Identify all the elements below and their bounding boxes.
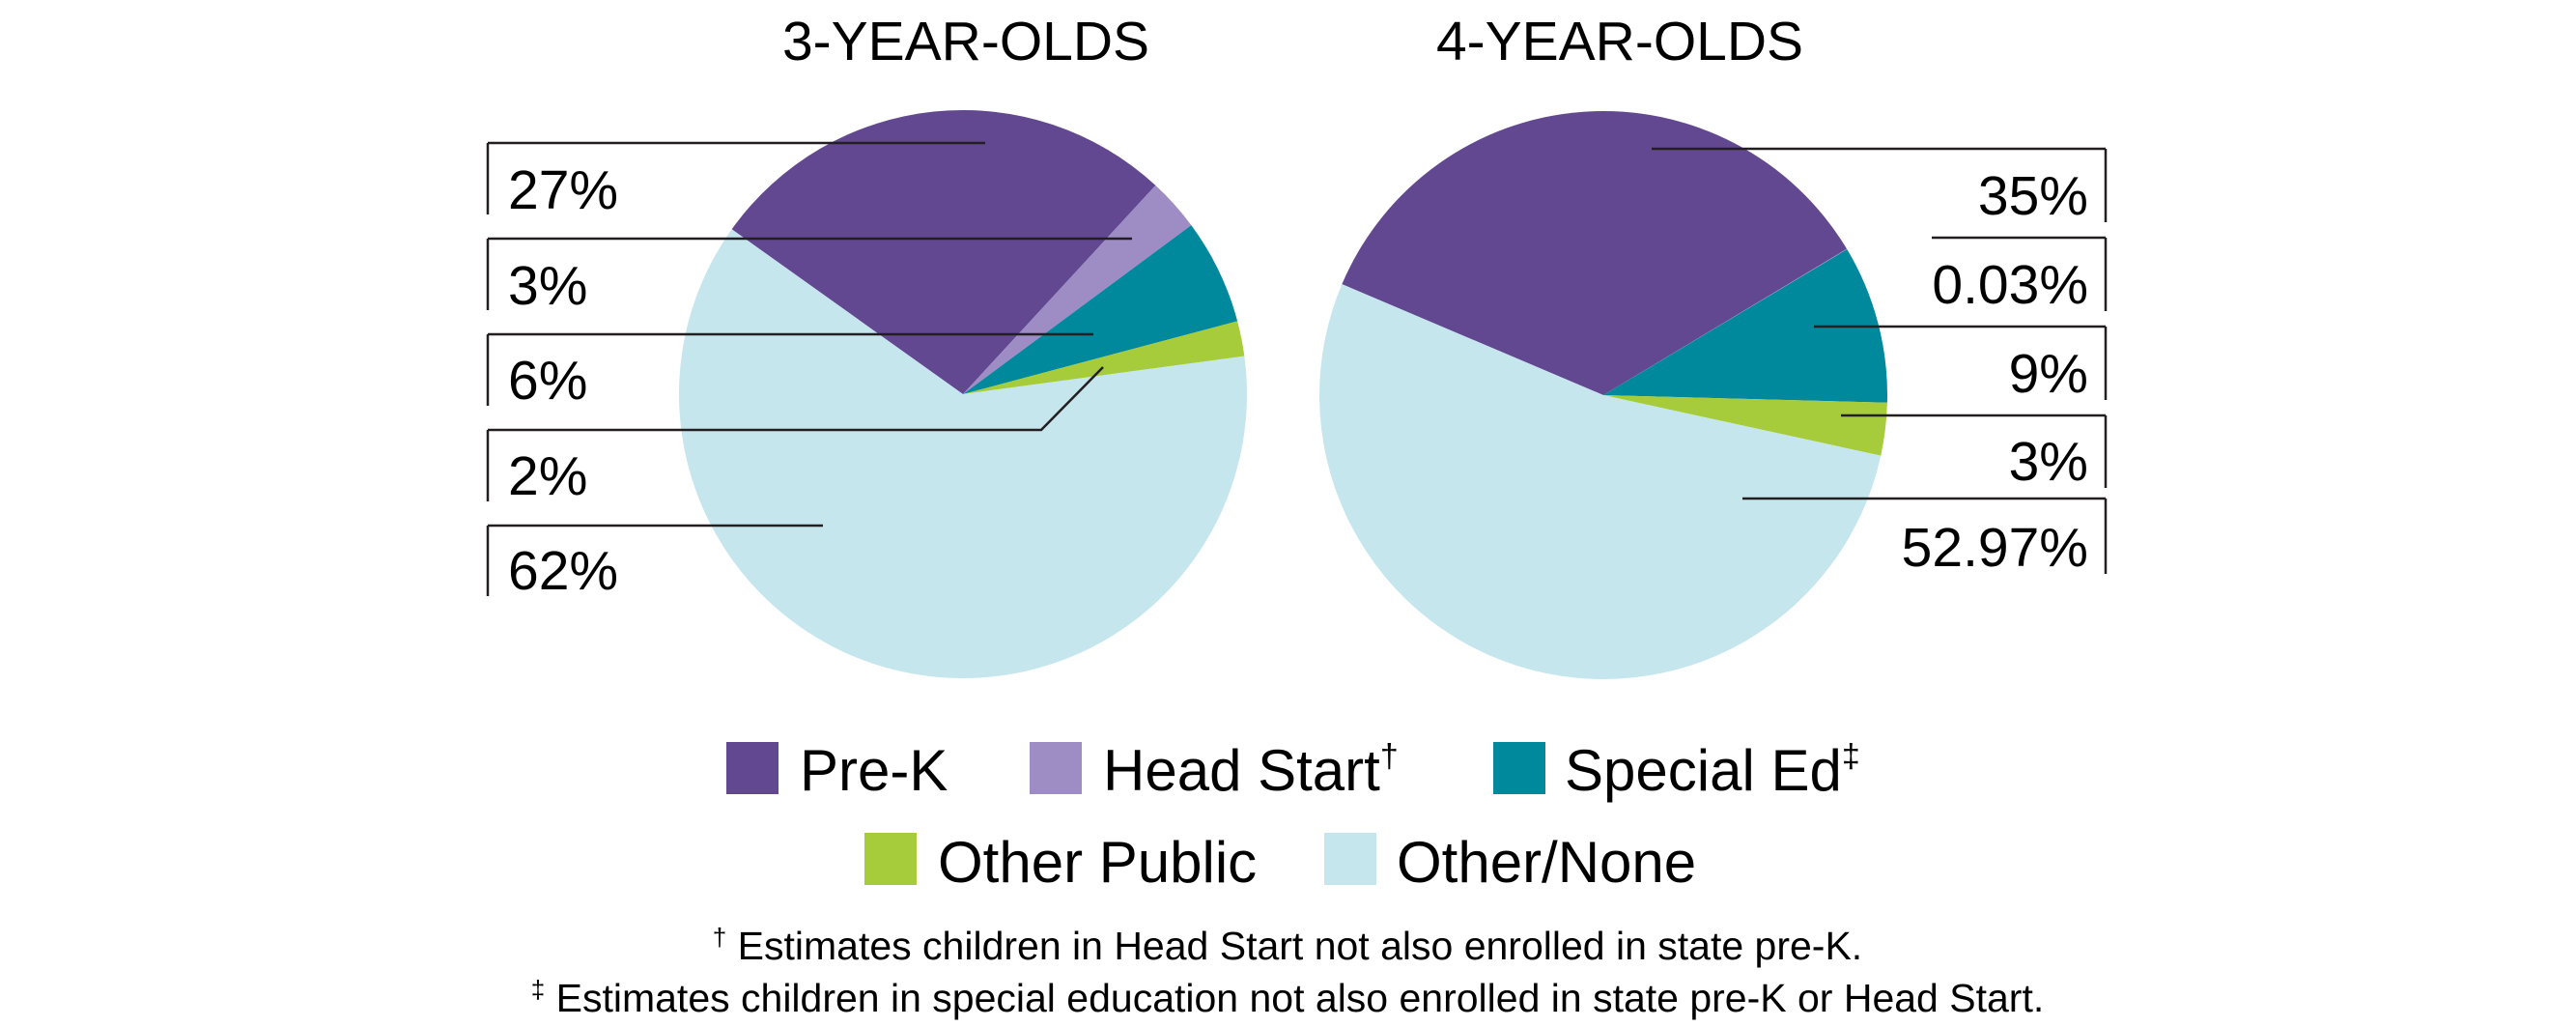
slice-3yo-other-none bbox=[678, 229, 1248, 678]
chart-title-4-year-olds: 4-YEAR-OLDS bbox=[1436, 11, 1803, 72]
label-4yo-special-ed: 9% bbox=[2009, 343, 2088, 405]
label-3yo-special-ed: 6% bbox=[508, 350, 587, 412]
slice-4yo-head-start bbox=[1603, 248, 1848, 395]
legend-label-special-ed: Special Ed‡ bbox=[1565, 738, 1860, 803]
legend-label-other-public: Other Public bbox=[938, 830, 1257, 895]
slice-4yo-other-none bbox=[1318, 284, 1882, 680]
leader-line bbox=[488, 366, 1104, 432]
legend-swatch-other-none bbox=[1324, 833, 1376, 885]
slice-3yo-other-public bbox=[963, 321, 1245, 394]
label-3yo-other-public: 2% bbox=[508, 445, 587, 507]
slice-3yo-special-ed bbox=[963, 225, 1238, 394]
legend-swatch-head-start bbox=[1030, 742, 1082, 794]
footnote-special-ed: ‡ Estimates children in special educatio… bbox=[531, 975, 2044, 1020]
label-4yo-pre-k: 35% bbox=[1978, 165, 2088, 227]
slice-3yo-head-start bbox=[963, 185, 1192, 394]
pie-4-year-olds bbox=[1318, 111, 1887, 680]
legend-swatch-special-ed bbox=[1493, 742, 1545, 794]
label-4yo-other-public: 3% bbox=[2009, 431, 2088, 493]
legend-label-head-start: Head Start† bbox=[1103, 738, 1399, 803]
legend-label-other-none: Other/None bbox=[1397, 830, 1696, 895]
chart-title-3-year-olds: 3-YEAR-OLDS bbox=[782, 11, 1149, 72]
label-3yo-pre-k: 27% bbox=[508, 159, 618, 221]
slice-4yo-pre-k bbox=[1342, 111, 1848, 395]
label-3yo-other-none: 62% bbox=[508, 540, 618, 602]
pie-3-year-olds bbox=[678, 110, 1248, 678]
label-4yo-head-start: 0.03% bbox=[1932, 254, 2088, 316]
label-leaders bbox=[486, 141, 2108, 596]
footnote-head-start: † Estimates children in Head Start not a… bbox=[713, 923, 1862, 968]
label-4yo-other-none: 52.97% bbox=[1902, 517, 2088, 579]
slice-4yo-other-public bbox=[1603, 395, 1887, 456]
label-3yo-head-start: 3% bbox=[508, 255, 587, 317]
legend-swatch-pre-k bbox=[726, 742, 778, 794]
slice-3yo-pre-k bbox=[731, 110, 1156, 395]
legend-swatch-other-public bbox=[864, 833, 917, 885]
legend-label-pre-k: Pre-K bbox=[800, 738, 948, 803]
slice-4yo-special-ed bbox=[1603, 249, 1887, 403]
